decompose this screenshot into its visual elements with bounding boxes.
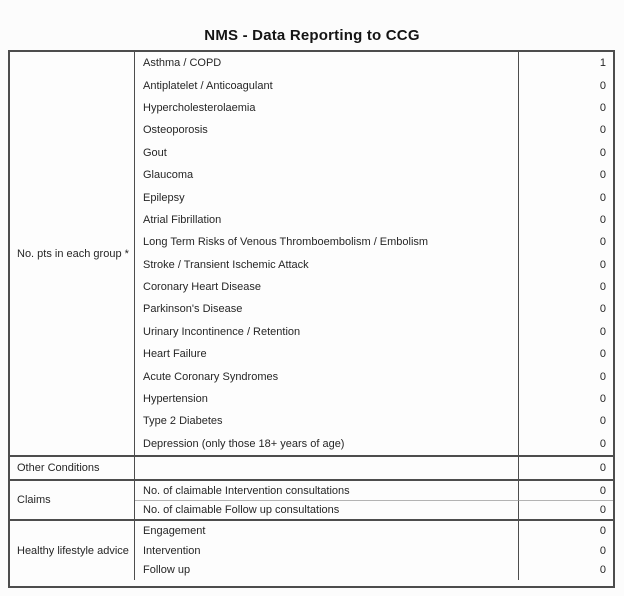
row-value: 0 [599, 564, 606, 577]
table-row: Engagement 0 [135, 521, 613, 541]
row-value: 0 [599, 124, 606, 137]
row-label: Epilepsy [135, 186, 519, 209]
row-value: 0 [599, 236, 606, 249]
row-label: Follow up [135, 560, 519, 581]
row-label: Atrial Fibrillation [135, 208, 519, 232]
table-row: Intervention 0 [135, 540, 613, 561]
row-label: Hypercholesterolaemia [135, 96, 519, 120]
row-value: 0 [599, 524, 606, 537]
row-value: 0 [599, 191, 606, 204]
row-value: 1 [599, 57, 606, 70]
row-label: Antiplatelet / Anticoagulant [135, 74, 519, 97]
row-value: 0 [599, 169, 606, 182]
page-title: NMS - Data Reporting to CCG [204, 27, 420, 44]
row-label: Acute Coronary Syndromes [135, 365, 519, 388]
row-label: Long Term Risks of Venous Thromboembolis… [135, 231, 519, 254]
table-row: Long Term Risks of Venous Thromboembolis… [135, 231, 613, 254]
row-value: 0 [599, 281, 606, 294]
table-row: Hypercholesterolaemia 0 [135, 96, 613, 120]
section-rows: 0 [135, 457, 613, 479]
table-row: Type 2 Diabetes 0 [135, 410, 613, 433]
row-value: 0 [519, 500, 613, 519]
row-label: Urinary Incontinence / Retention [135, 320, 519, 344]
section-other-conditions: Other Conditions 0 [10, 455, 613, 479]
row-value: 0 [599, 462, 606, 474]
group-label-claims: Claims [10, 481, 135, 519]
row-value: 0 [599, 437, 606, 450]
row-label: Glaucoma [135, 163, 519, 187]
table-row: Follow up 0 [135, 560, 613, 581]
table-row: Depression (only those 18+ years of age)… [135, 432, 613, 456]
table-row: Heart Failure 0 [135, 343, 613, 366]
table-row: Glaucoma 0 [135, 163, 613, 187]
row-label: Coronary Heart Disease [135, 275, 519, 299]
table-row: Stroke / Transient Ischemic Attack 0 [135, 253, 613, 276]
row-value: 0 [599, 415, 606, 428]
row-label: No. of claimable Follow up consultations [135, 500, 519, 519]
row-label: Intervention [135, 540, 519, 561]
table-row: Antiplatelet / Anticoagulant 0 [135, 74, 613, 97]
row-label: Depression (only those 18+ years of age) [135, 432, 519, 456]
section-rows: Engagement 0 Intervention 0 Follow up 0 [135, 521, 613, 581]
row-label: Stroke / Transient Ischemic Attack [135, 253, 519, 276]
table-row: No. of claimable Intervention consultati… [135, 481, 613, 500]
row-value: 0 [599, 393, 606, 406]
row-label [135, 457, 519, 479]
row-value: 0 [599, 484, 606, 497]
row-value: 0 [599, 79, 606, 92]
row-label: Engagement [135, 521, 519, 541]
row-value: 0 [599, 325, 606, 338]
table-row: 0 [135, 457, 613, 479]
table-row: Coronary Heart Disease 0 [135, 275, 613, 299]
nms-report-table: No. pts in each group * Asthma / COPD 1 Ant… [8, 50, 615, 588]
row-label: Heart Failure [135, 343, 519, 366]
section-healthy-lifestyle-advice: Healthy lifestyle advice Engagement 0 Inter… [10, 519, 613, 581]
row-value: 0 [599, 146, 606, 159]
table-row: Acute Coronary Syndromes 0 [135, 365, 613, 388]
section-claims: Claims No. of claimable Intervention cons… [10, 479, 613, 519]
table-row: Osteoporosis 0 [135, 119, 613, 142]
row-value: 0 [599, 544, 606, 557]
table-row: Asthma / COPD 1 [135, 52, 613, 75]
row-value: 0 [599, 213, 606, 226]
row-value: 0 [599, 348, 606, 361]
section-rows: Asthma / COPD 1 Antiplatelet / Anticoagula… [135, 52, 613, 456]
table-row: Epilepsy 0 [135, 186, 613, 209]
table-row: No. of claimable Follow up consultations… [135, 500, 613, 519]
row-label: Gout [135, 141, 519, 164]
row-label: Hypertension [135, 387, 519, 411]
row-label: Parkinson's Disease [135, 298, 519, 321]
section-rows: No. of claimable Intervention consultati… [135, 481, 613, 519]
row-label: No. of claimable Intervention consultati… [135, 481, 519, 500]
section-no-pts-in-each-group: No. pts in each group * Asthma / COPD 1 Ant… [10, 52, 613, 456]
group-label-no-pts-in-each-group: No. pts in each group * [10, 52, 135, 455]
row-label: Asthma / COPD [135, 52, 519, 75]
row-value: 0 [599, 258, 606, 271]
row-value: 0 [599, 370, 606, 383]
table-row: Urinary Incontinence / Retention 0 [135, 320, 613, 344]
group-label-other-conditions: Other Conditions [10, 457, 135, 479]
table-row: Hypertension 0 [135, 387, 613, 411]
row-value: 0 [599, 303, 606, 316]
row-label: Osteoporosis [135, 119, 519, 142]
row-label: Type 2 Diabetes [135, 410, 519, 433]
table-row: Gout 0 [135, 141, 613, 164]
group-label-healthy-lifestyle-advice: Healthy lifestyle advice [10, 521, 135, 580]
table-row: Parkinson's Disease 0 [135, 298, 613, 321]
row-value: 0 [599, 101, 606, 114]
table-row: Atrial Fibrillation 0 [135, 208, 613, 232]
